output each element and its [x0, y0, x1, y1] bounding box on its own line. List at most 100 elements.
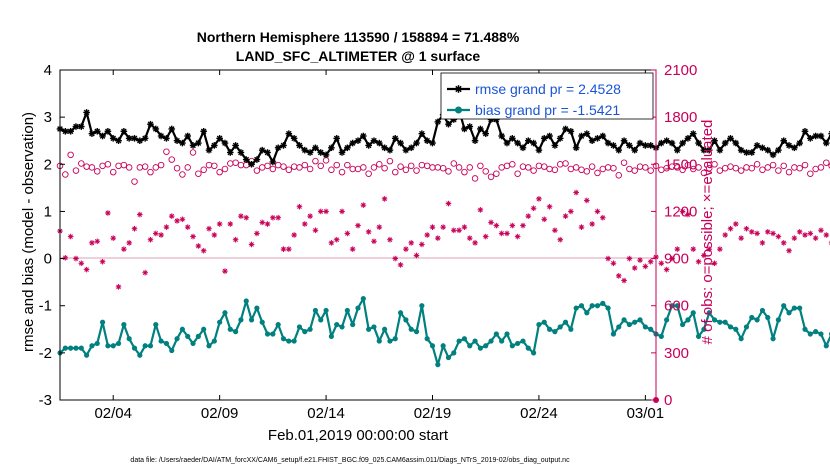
- possible-obs-point: [88, 164, 96, 171]
- bias-point: [562, 319, 569, 325]
- legend-box: [440, 72, 654, 120]
- possible-obs-point: [163, 148, 170, 155]
- bias-point: [355, 305, 361, 311]
- rmse-point: [216, 135, 223, 142]
- rmse-point: [658, 139, 665, 147]
- possible-obs-point: [62, 171, 69, 178]
- possible-obs-point: [610, 164, 617, 172]
- bias-point: [451, 350, 457, 356]
- y2-tick-label: 900: [664, 251, 689, 268]
- possible-obs-point: [615, 172, 623, 179]
- legend-bias-label: bias grand pr = -1.5421: [475, 102, 620, 118]
- evaluated-obs-point: [158, 232, 164, 238]
- rmse-point: [83, 109, 90, 116]
- rmse-point: [748, 149, 756, 156]
- rmse-point: [477, 125, 484, 133]
- evaluated-obs-point: [355, 222, 361, 229]
- bias-point: [142, 343, 148, 349]
- possible-obs-point: [232, 159, 239, 166]
- bias-point: [254, 305, 260, 311]
- rmse-point: [551, 142, 559, 149]
- bias-point: [616, 324, 622, 330]
- possible-obs-point: [461, 168, 468, 176]
- evaluated-obs-point: [775, 233, 782, 240]
- possible-obs-point: [365, 170, 372, 177]
- y-tick-label: -2: [39, 345, 52, 362]
- bias-point: [626, 321, 632, 328]
- evaluated-obs-point: [818, 227, 824, 234]
- evaluated-obs-point: [780, 240, 787, 246]
- bias-point: [334, 321, 340, 328]
- rmse-point: [572, 144, 580, 152]
- evaluated-obs-point: [190, 233, 196, 240]
- possible-obs-point: [748, 164, 756, 172]
- evaluated-obs-point: [121, 246, 127, 252]
- bias-point: [174, 336, 180, 342]
- rmse-point: [93, 127, 101, 135]
- bias-point: [525, 345, 531, 351]
- bias-point: [147, 343, 154, 349]
- x-axis-ticks: 02/04 02/09 02/14 02/19 02/24 03/01: [94, 70, 664, 422]
- bias-point: [813, 329, 819, 335]
- possible-obs-point: [147, 168, 154, 176]
- evaluated-obs-point: [291, 232, 297, 238]
- possible-obs-point: [695, 164, 702, 171]
- possible-obs-point: [509, 161, 516, 168]
- possible-obs-point: [264, 162, 271, 170]
- evaluated-obs-point: [584, 197, 590, 204]
- possible-obs-point: [753, 161, 761, 168]
- rmse-point: [147, 120, 154, 128]
- evaluated-obs-point: [647, 258, 654, 265]
- bias-point: [169, 347, 175, 354]
- possible-obs-point: [392, 168, 399, 176]
- evaluated-obs-point: [578, 224, 585, 230]
- rmse-point: [807, 135, 814, 142]
- legend-rmse-marker: [454, 85, 463, 93]
- rmse-point: [349, 139, 356, 147]
- evaluated-obs-point: [493, 222, 500, 229]
- possible-obs-point: [647, 167, 654, 174]
- rmse-point: [99, 132, 106, 140]
- rmse-point: [721, 139, 729, 147]
- possible-obs-point: [67, 151, 74, 159]
- bias-point: [382, 326, 388, 332]
- evaluated-obs-point: [110, 235, 117, 241]
- possible-obs-point: [471, 175, 479, 182]
- bias-point: [84, 352, 90, 358]
- evaluated-obs-point: [147, 236, 154, 243]
- possible-obs-point: [631, 167, 638, 174]
- possible-obs-point: [72, 167, 80, 174]
- bias-point: [637, 317, 643, 323]
- possible-obs-point: [157, 161, 165, 169]
- chart-title-line2: LAND_SFC_ALTIMETER @ 1 surface: [236, 48, 481, 64]
- evaluated-obs-point: [232, 236, 239, 243]
- bias-point: [413, 329, 420, 335]
- evaluated-obs-point: [360, 202, 367, 208]
- y2-tick-label: 2100: [664, 62, 697, 79]
- bias-point: [360, 296, 366, 302]
- evaluated-obs-point: [658, 260, 665, 267]
- y2-tick-label: 0: [664, 392, 672, 409]
- evaluated-obs-point: [227, 221, 234, 227]
- rmse-point: [519, 144, 527, 152]
- rmse-point: [163, 135, 170, 142]
- rmse-point: [461, 125, 468, 133]
- rmse-point: [200, 127, 207, 135]
- bias-point: [648, 326, 654, 332]
- bias-point: [504, 331, 510, 337]
- bias-point: [121, 321, 127, 328]
- y-axis-label: rmse and bias (model - observation): [20, 112, 37, 352]
- legend-rmse-label: rmse grand pr = 2.4528: [475, 81, 621, 97]
- evaluated-obs-point: [685, 211, 691, 218]
- bias-point: [664, 317, 670, 323]
- rmse-point: [753, 142, 761, 149]
- possible-obs-point: [109, 168, 117, 176]
- evaluated-obs-point: [286, 246, 292, 252]
- rmse-point: [716, 146, 724, 154]
- possible-obs-point: [769, 161, 777, 169]
- rmse-point: [578, 132, 585, 140]
- rmse-point: [684, 135, 692, 142]
- bias-point: [733, 326, 739, 332]
- y-tick-label: 4: [44, 62, 52, 79]
- possible-obs-point: [588, 163, 596, 170]
